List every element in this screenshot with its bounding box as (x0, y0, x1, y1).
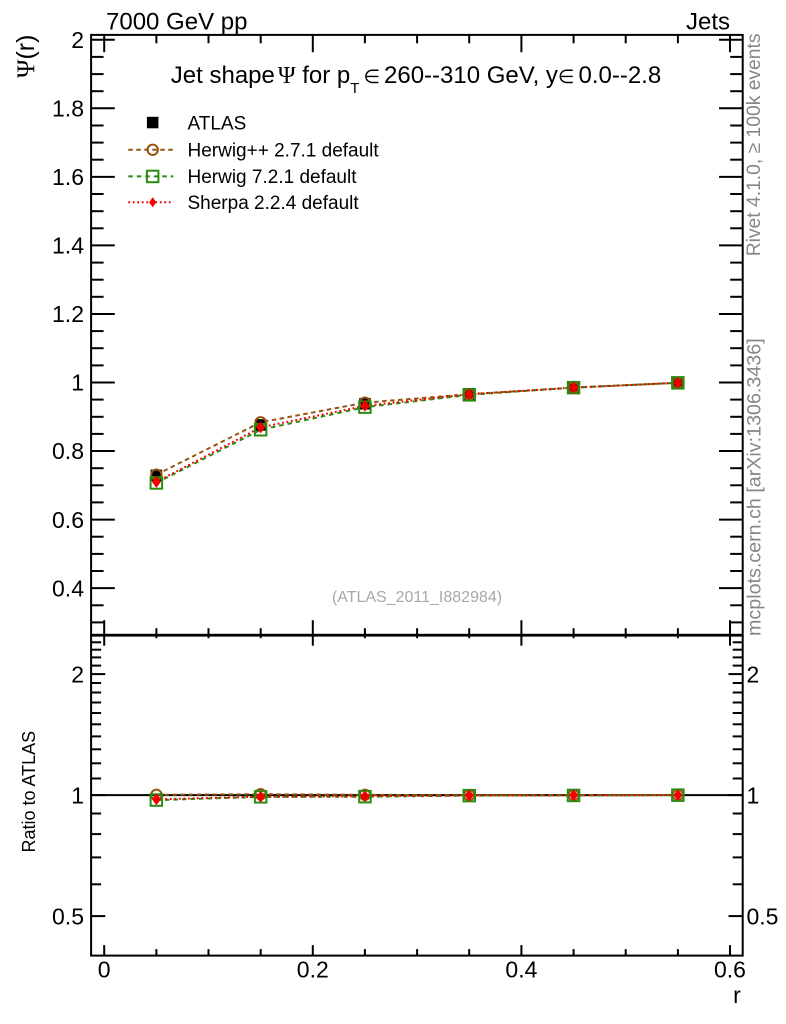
svg-text:mcplots.cern.ch [arXiv:1306.34: mcplots.cern.ch [arXiv:1306.3436] (744, 338, 766, 636)
svg-text:ATLAS: ATLAS (188, 113, 247, 134)
svg-text:1: 1 (71, 782, 84, 808)
svg-text:Sherpa 2.2.4 default: Sherpa 2.2.4 default (188, 193, 360, 214)
svg-text:1: 1 (747, 782, 760, 808)
svg-text:0.8: 0.8 (52, 438, 84, 464)
svg-text:0.2: 0.2 (297, 957, 329, 983)
svg-text:0.4: 0.4 (505, 957, 537, 983)
svg-text:1.2: 1.2 (52, 301, 84, 327)
svg-text:0.4: 0.4 (52, 575, 84, 601)
svg-text:Jets: Jets (686, 9, 730, 36)
svg-text:0.6: 0.6 (52, 507, 84, 533)
svg-text:Herwig 7.2.1 default: Herwig 7.2.1 default (188, 167, 358, 188)
svg-text:0.5: 0.5 (52, 903, 84, 929)
svg-text:2: 2 (747, 661, 760, 687)
svg-text:2: 2 (71, 27, 84, 53)
svg-text:Ψ(r): Ψ(r) (12, 35, 40, 78)
svg-text:1.4: 1.4 (52, 233, 84, 259)
svg-text:Ratio to ATLAS: Ratio to ATLAS (19, 731, 39, 853)
svg-text:1: 1 (71, 370, 84, 396)
svg-text:2: 2 (71, 661, 84, 687)
svg-text:Rivet 4.1.0, ≥ 100k events: Rivet 4.1.0, ≥ 100k events (744, 33, 765, 256)
svg-text:0.6: 0.6 (714, 957, 746, 983)
svg-text:1.8: 1.8 (52, 96, 84, 122)
svg-text:0: 0 (98, 957, 111, 983)
svg-text:r: r (733, 982, 741, 1008)
svg-text:0.5: 0.5 (747, 903, 779, 929)
svg-text:Herwig++ 2.7.1 default: Herwig++ 2.7.1 default (188, 141, 380, 162)
svg-text:7000 GeV pp: 7000 GeV pp (106, 9, 247, 36)
svg-text:1.6: 1.6 (52, 164, 84, 190)
svg-text:(ATLAS_2011_I882984): (ATLAS_2011_I882984) (332, 589, 502, 606)
